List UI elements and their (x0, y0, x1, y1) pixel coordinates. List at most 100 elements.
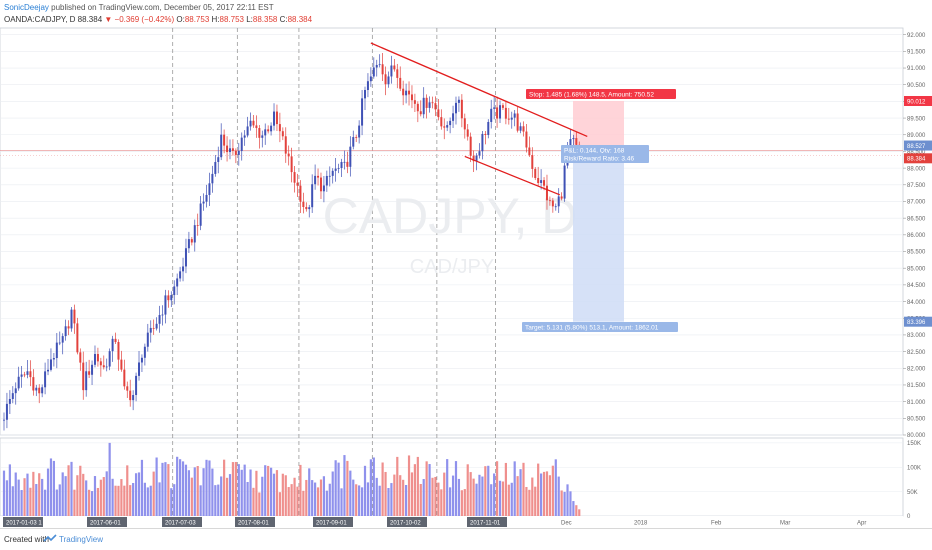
high-label: H: (211, 15, 220, 24)
last-price: 88.384 (77, 15, 103, 24)
candle (129, 379, 132, 407)
volume-bar (296, 486, 299, 516)
candle (146, 323, 149, 352)
candle (85, 361, 88, 397)
candle (111, 335, 114, 362)
volume-bar (402, 479, 405, 516)
candle-body (184, 248, 187, 267)
volume-bar (308, 468, 311, 516)
candle (228, 139, 231, 160)
volume-bar (314, 482, 317, 516)
volume-bar (132, 482, 135, 516)
candle-body (308, 207, 311, 210)
candle-body (361, 98, 364, 126)
volume-bar (493, 473, 496, 516)
volume-bar (366, 482, 370, 516)
price-tick-label: 84.500 (907, 283, 926, 289)
volume-bar (111, 478, 114, 516)
pnl-label: P&L: 0.144, Qty: 168 (561, 145, 649, 155)
candle-body (405, 90, 408, 96)
candle (343, 150, 346, 170)
candle (102, 355, 105, 370)
volume-bar (43, 489, 47, 516)
candle-body (484, 133, 487, 135)
price-tick-label: 81.500 (907, 383, 926, 389)
candle-body (446, 125, 449, 128)
candle-body (99, 361, 102, 366)
tradingview-brand[interactable]: TradingView (59, 535, 104, 544)
candle-body (155, 323, 158, 329)
high-value: 88.753 (219, 15, 244, 24)
watermark-symbol: CADJPY, D (323, 188, 578, 244)
close-value: 88.384 (287, 15, 313, 24)
volume-bar (272, 473, 276, 516)
candle-body (23, 374, 26, 376)
tradingview-cloud-icon (43, 534, 57, 542)
candle (513, 109, 516, 127)
volume-bar (358, 485, 361, 516)
candle (193, 219, 196, 252)
candle-body (501, 105, 504, 108)
candle (190, 236, 193, 246)
candle-body (76, 323, 79, 353)
candle (73, 304, 76, 334)
time-label: Apr (857, 520, 866, 526)
volume-bar (507, 484, 510, 516)
volume-bar (352, 479, 355, 516)
price-change: ▼ −0.369 (−0.42%) (104, 15, 175, 24)
volume-bar (152, 471, 155, 516)
volume-bar (23, 478, 26, 516)
candle-body (504, 107, 507, 119)
volume-bar (26, 473, 29, 516)
candle (510, 111, 513, 129)
candle (108, 348, 111, 371)
volume-bar (208, 460, 211, 516)
candle-body (522, 126, 525, 132)
volume-bar (349, 470, 352, 516)
stop-label-bg (526, 89, 676, 99)
candle (366, 73, 369, 98)
volume-bar (61, 472, 64, 516)
volume-bar (143, 482, 146, 516)
volume-bar (537, 463, 540, 516)
candle (88, 359, 91, 379)
volume-bar (52, 460, 55, 516)
candle-body (275, 111, 278, 125)
candle-body (551, 200, 554, 207)
candle (105, 358, 108, 372)
author-link[interactable]: SonicDeejay (4, 3, 49, 12)
volume-bar (149, 485, 152, 516)
price-tick-label: 84.000 (907, 300, 926, 306)
price-tick-label: 80.000 (907, 433, 926, 439)
candle-body (322, 185, 325, 192)
candle-body (228, 148, 231, 153)
volume-bar (137, 472, 141, 516)
candle-body (355, 137, 358, 138)
candle-body (44, 371, 47, 388)
candle (99, 357, 102, 377)
candle (331, 168, 334, 184)
candle (273, 103, 276, 131)
candle (422, 87, 425, 119)
candle-body (243, 135, 246, 138)
candle-body (73, 309, 76, 324)
candle-body (161, 314, 164, 316)
candle (408, 81, 411, 106)
volume-bar (319, 479, 323, 516)
candle-body (422, 97, 425, 115)
volume-bar (363, 465, 367, 516)
volume-bar (176, 456, 179, 516)
candle (396, 63, 399, 89)
symbol-name[interactable]: OANDA:CADJPY, D (4, 15, 76, 24)
candle-body (82, 362, 85, 391)
price-chart[interactable]: 92.00091.50091.00090.50090.00089.50089.0… (0, 0, 932, 528)
low-value: 88.358 (252, 15, 278, 24)
candle-body (516, 113, 519, 131)
candle-body (325, 175, 328, 186)
candle (487, 119, 490, 139)
volume-bar (460, 490, 463, 516)
volume-bar (96, 487, 100, 516)
candle (557, 188, 560, 213)
candle-body (267, 129, 270, 132)
volume-bar (331, 471, 334, 516)
